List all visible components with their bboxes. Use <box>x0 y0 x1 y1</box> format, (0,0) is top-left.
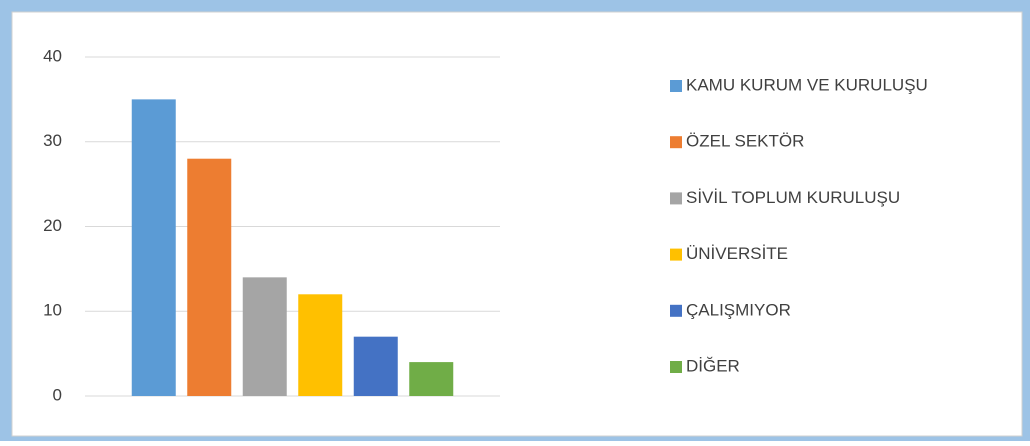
y-tick-label: 40 <box>43 46 62 65</box>
bar <box>409 362 454 396</box>
bar <box>187 158 232 396</box>
bar <box>242 277 287 396</box>
legend-swatch <box>670 248 682 261</box>
y-tick-label: 10 <box>43 301 62 320</box>
legend-label: ÇALIŞMIYOR <box>686 300 791 319</box>
legend-label: ÜNİVERSİTE <box>686 244 788 263</box>
legend-label: SİVİL TOPLUM KURULUŞU <box>686 188 900 207</box>
legend-label: DİĞER <box>686 356 740 375</box>
legend-swatch <box>670 136 682 149</box>
legend-label: KAMU KURUM VE KURULUŞU <box>686 75 928 94</box>
y-tick-label: 0 <box>53 385 62 404</box>
chart-area <box>11 11 1023 437</box>
legend-swatch <box>670 304 682 317</box>
bar <box>353 336 398 396</box>
y-tick-label: 20 <box>43 216 62 235</box>
bar <box>298 294 343 396</box>
bar <box>131 99 176 396</box>
legend-swatch <box>670 361 682 373</box>
y-tick-label: 30 <box>43 131 62 150</box>
legend-label: ÖZEL SEKTÖR <box>686 132 804 151</box>
legend-swatch <box>670 192 682 205</box>
legend-swatch <box>670 80 682 92</box>
